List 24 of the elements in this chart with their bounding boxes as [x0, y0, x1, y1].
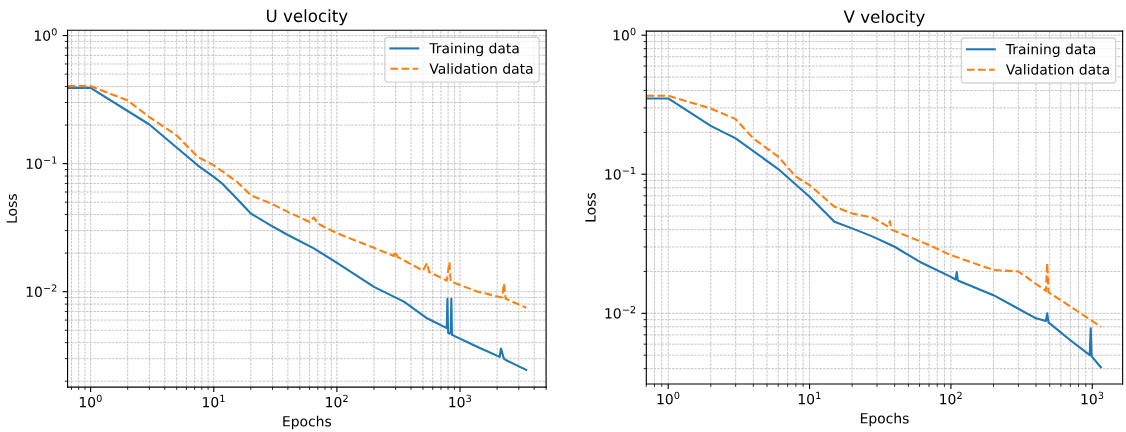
chart-title: V velocity — [843, 10, 925, 27]
legend-label: Training data — [429, 42, 519, 57]
x-tick-label: 10$^{1}$ — [203, 394, 225, 408]
y-tick-label: 10$^{0}$ — [34, 28, 57, 41]
chart-title: U velocity — [266, 9, 348, 26]
x-axis-title: Epochs — [283, 415, 332, 430]
y-tick-label: 10$^{0}$ — [613, 27, 636, 41]
x-tick-label: 10$^{3}$ — [1081, 391, 1104, 405]
y-axis-title: Loss — [6, 194, 17, 223]
x-axis-title: Epochs — [860, 412, 909, 427]
x-tick-label: 10$^{3}$ — [449, 394, 472, 408]
y-tick-label: 10$^{−2}$ — [26, 284, 57, 298]
x-tick-label: 10$^{0}$ — [79, 394, 102, 408]
x-tick-label: 10$^{1}$ — [798, 391, 821, 405]
y-tick-label: 10$^{−1}$ — [605, 167, 636, 180]
y-tick-label: 10$^{−2}$ — [605, 305, 636, 319]
x-tick-label: 10$^{2}$ — [326, 394, 348, 408]
y-tick-label: 10$^{−1}$ — [26, 156, 57, 169]
legend-label: Validation data — [429, 63, 533, 74]
legend-label: Validation data — [1005, 63, 1109, 75]
legend-label: Training data — [1005, 43, 1096, 58]
x-tick-label: 10$^{0}$ — [657, 391, 680, 405]
y-axis-title: Loss — [585, 193, 596, 222]
x-tick-label: 10$^{2}$ — [940, 391, 962, 405]
